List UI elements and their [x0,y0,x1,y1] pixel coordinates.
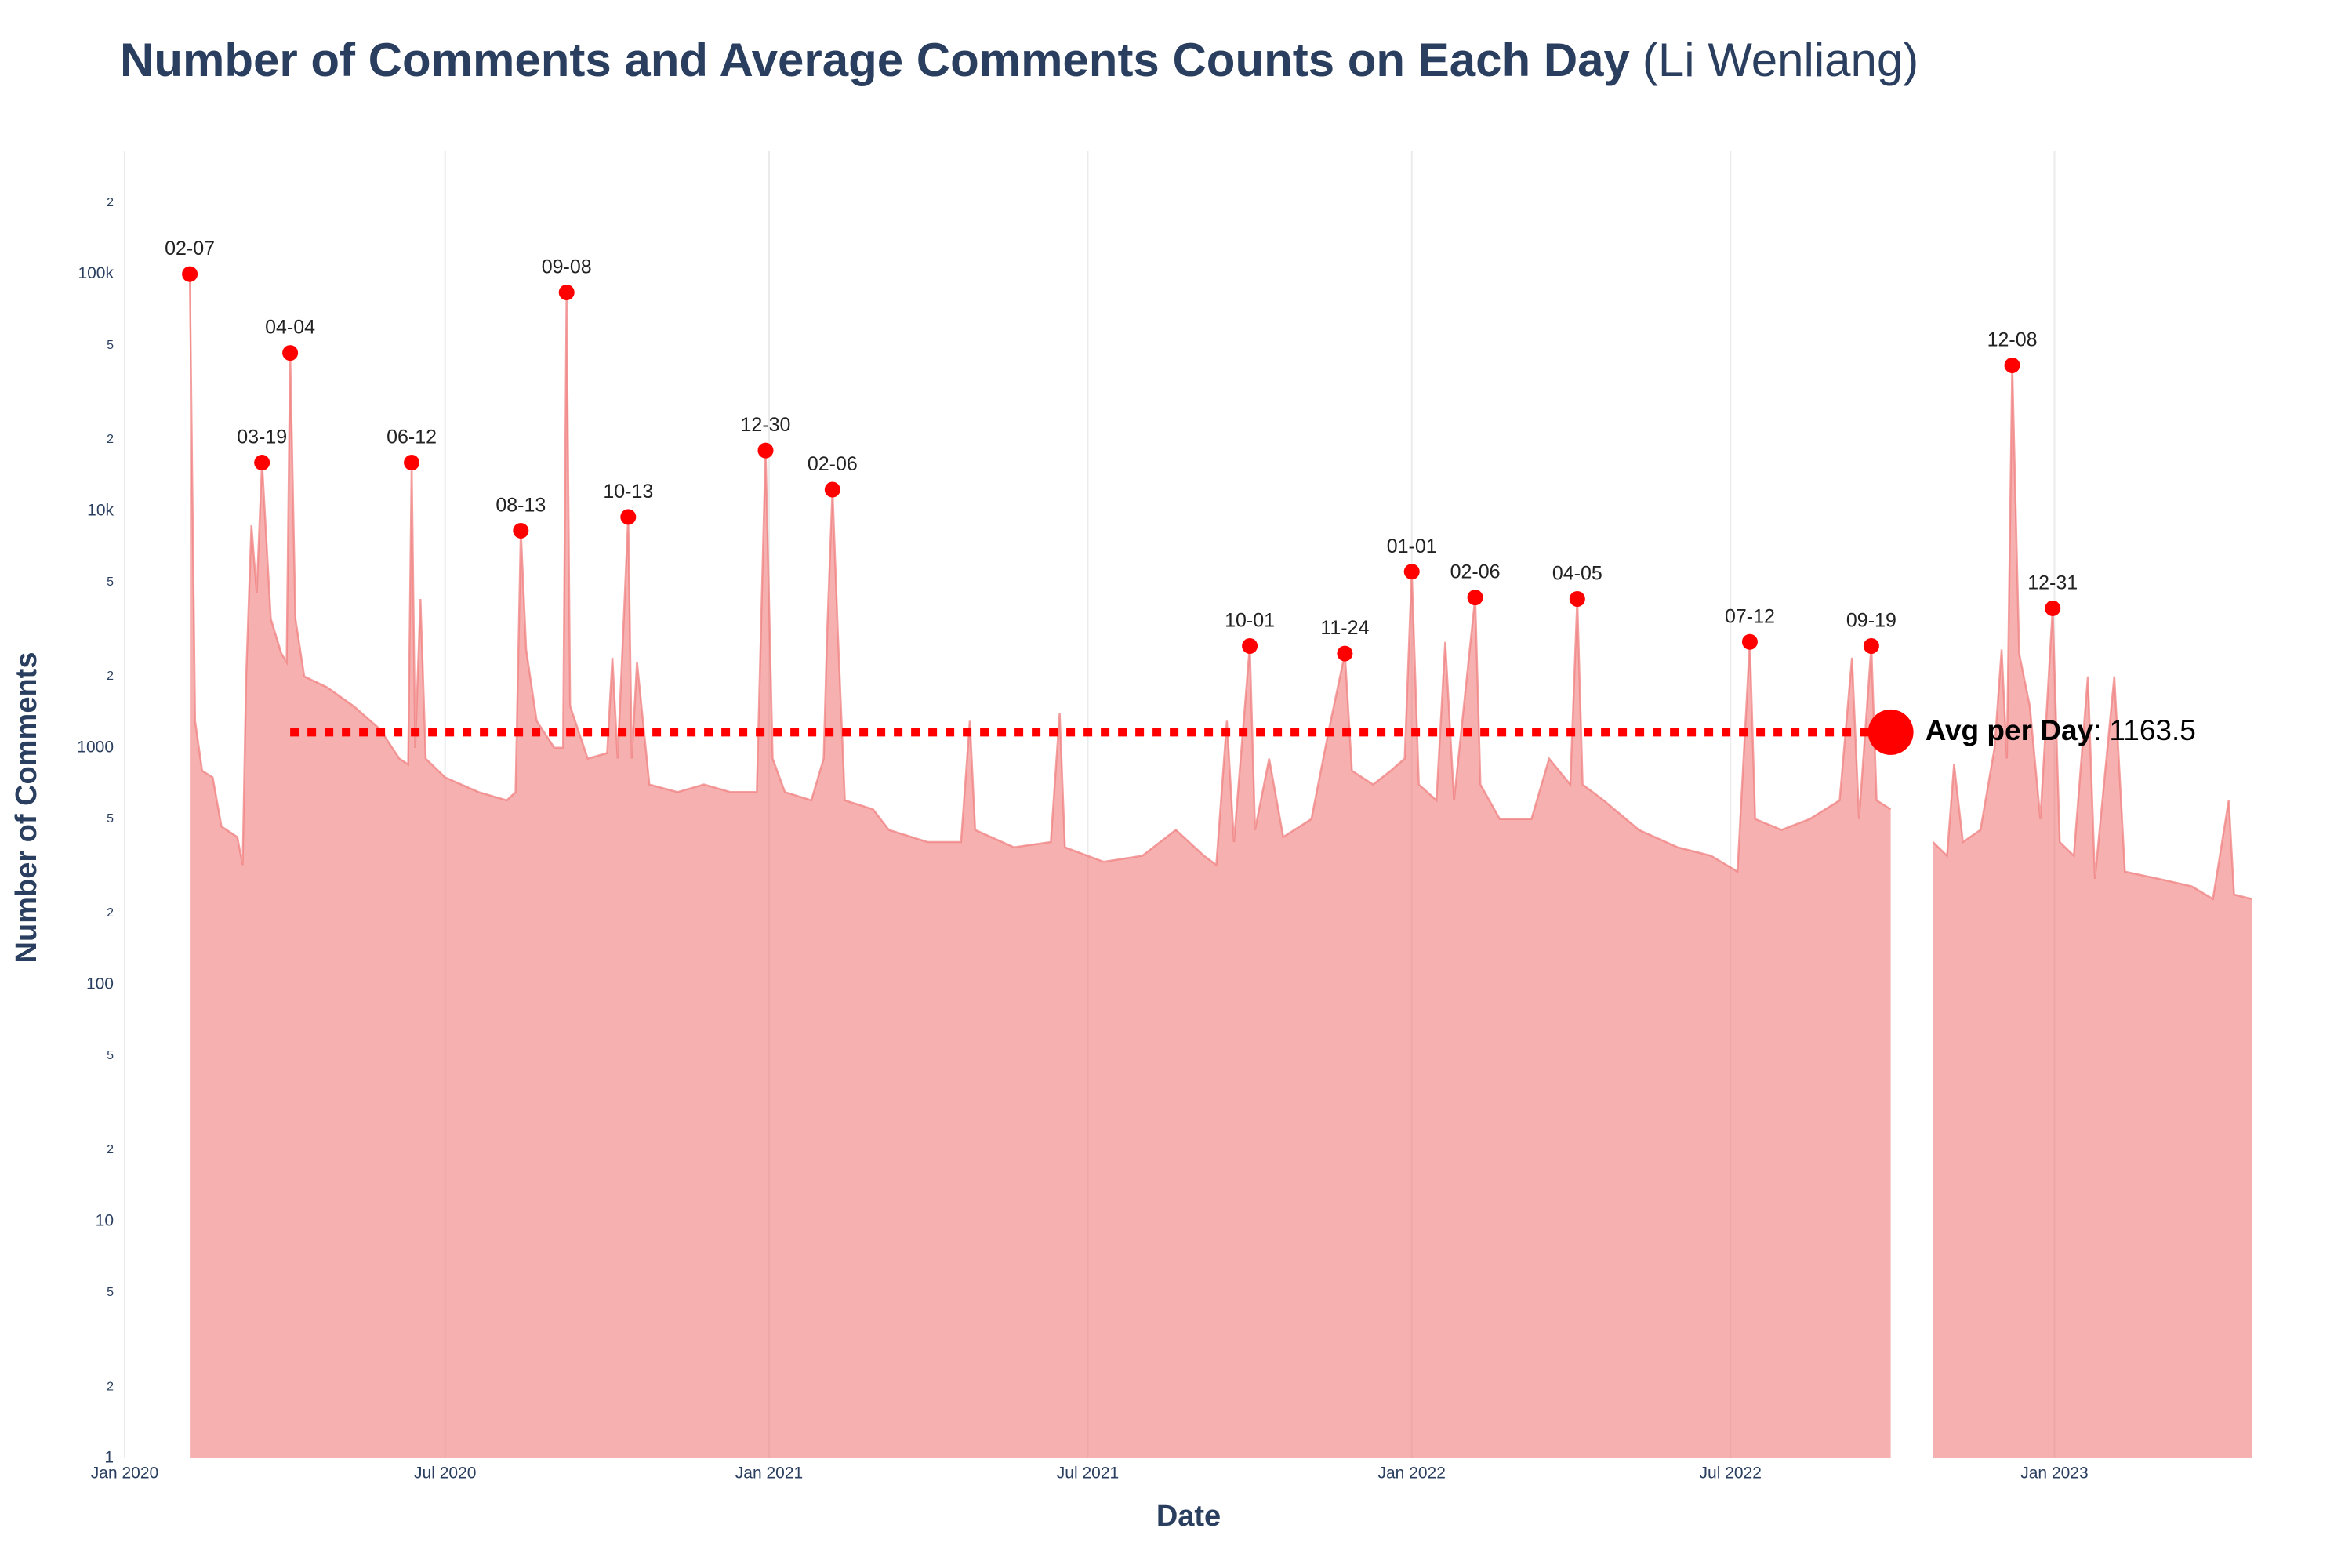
x-tick-label: Jul 2021 [1057,1465,1119,1483]
peak-label: 10-01 [1225,610,1275,632]
y-tick-label: 100k [78,264,114,282]
y-tick-label: 5 [107,1286,114,1299]
peak-marker [824,481,840,498]
peak-marker [620,509,637,525]
peak-label: 11-24 [1320,617,1369,639]
peak-marker [757,442,774,459]
x-tick-label: Jan 2023 [2020,1465,2088,1483]
peak-label: 09-08 [542,256,592,278]
x-tick-label: Jan 2021 [735,1465,803,1483]
y-tick-label: 2 [107,906,114,920]
chart-title: Number of Comments and Average Comments … [120,34,1918,86]
peak-label: 03-19 [237,426,287,448]
peak-label: 06-12 [387,426,437,448]
peak-marker [1403,564,1420,580]
peak-label: 09-19 [1846,610,1896,632]
peak-marker [558,284,575,300]
avg-label: Avg per Day [1926,714,2094,746]
plot-area: Avg per Day: 1163.5 02-07 03-19 04-04 06-12 08… [165,238,2252,1459]
peak-label: 08-13 [495,495,546,517]
peak-label: 10-13 [603,481,653,503]
peak-marker [404,455,420,471]
y-tick-label: 1000 [77,738,114,756]
peak-label: 04-04 [265,317,315,339]
peak-marker [2004,357,2020,373]
peak-marker [182,266,198,282]
peak-label: 02-06 [808,453,858,475]
peak-marker [1467,590,1483,606]
peak-label: 12-31 [2027,572,2078,594]
x-axis-title: Date [1156,1500,1221,1533]
peak-label: 12-08 [1987,329,2038,351]
y-tick-label: 2 [107,1380,114,1393]
peak-label: 02-06 [1450,561,1501,583]
y-tick-label: 10 [96,1211,114,1229]
peak-marker [1242,637,1258,654]
avg-value: 1163.5 [2109,714,2195,746]
x-tick-label: Jul 2020 [414,1465,476,1483]
title-suffix: (Li Wenliang) [1642,34,1918,86]
avg-annotation: Avg per Day: 1163.5 [1926,714,2196,746]
y-axis-title: Number of Comments [10,652,43,964]
y-tick-label: 2 [107,196,114,209]
y-tick-label: 100 [86,975,114,993]
y-tick-label: 10k [87,501,114,519]
y-tick-label: 5 [107,812,114,826]
peak-marker [1569,590,1585,607]
x-tick-label: Jan 2020 [91,1465,158,1483]
peak-marker [282,345,299,361]
avg-separator: : [2093,714,2101,746]
y-tick-label: 5 [107,1049,114,1062]
title-main: Number of Comments and Average Comments … [120,34,1631,86]
ticks: Jan 2020 Jul 2020 Jan 2021 Jul 2021 Jan 2022… [77,196,2088,1483]
x-tick-label: Jan 2022 [1378,1465,1446,1483]
x-tick-label: Jul 2022 [1700,1465,1762,1483]
y-tick-label: 2 [107,670,114,683]
peak-marker [2045,600,2061,616]
y-tick-label: 2 [107,433,114,446]
peak-marker [1863,637,1879,654]
y-tick-label: 5 [107,339,114,352]
peak-label: 02-07 [165,238,215,260]
peak-label: 04-05 [1552,563,1602,585]
y-tick-label: 1 [104,1449,114,1467]
peak-label: 07-12 [1725,605,1775,627]
y-tick-label: 5 [107,575,114,589]
peak-label: 01-01 [1387,535,1437,557]
y-tick-label: 2 [107,1143,114,1156]
peak-marker [513,522,529,539]
avg-marker [1867,709,1914,755]
area [190,274,2252,1459]
peak-marker [254,455,270,471]
peak-label: 12-30 [741,414,791,436]
peak-marker [1337,645,1353,662]
peak-marker [1741,633,1758,650]
